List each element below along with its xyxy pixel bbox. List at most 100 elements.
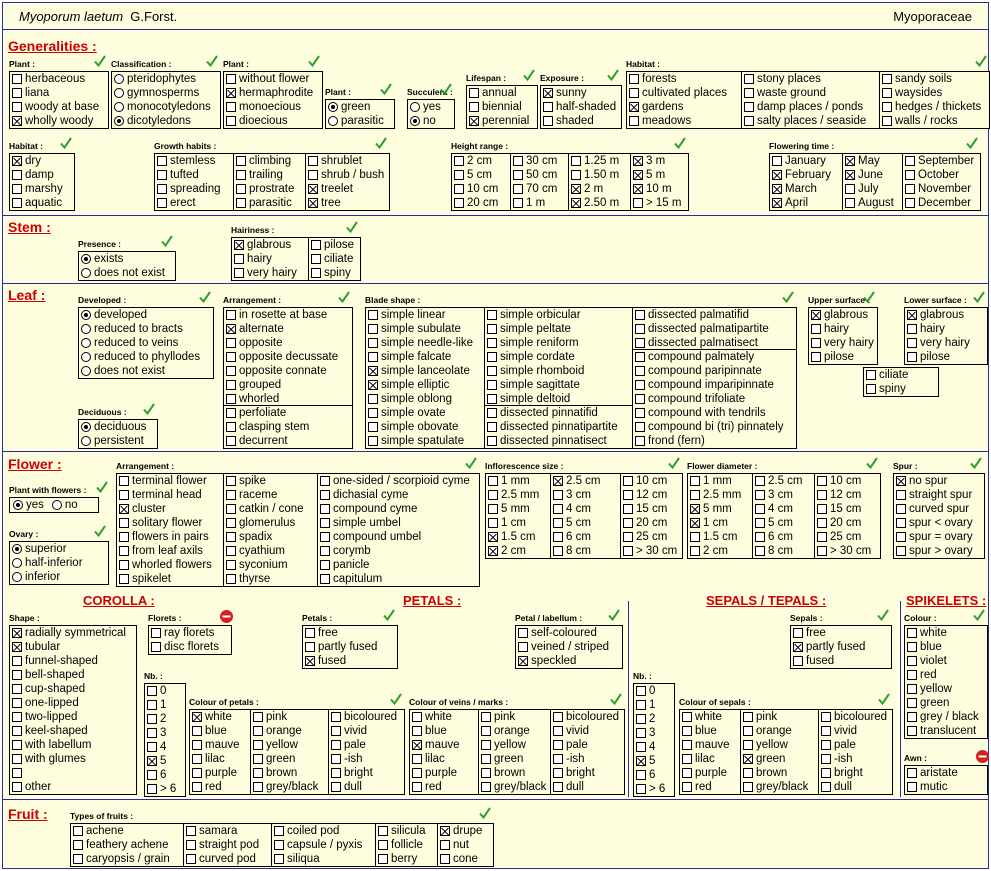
option-compound-paripinnate[interactable]: compound paripinnate bbox=[633, 364, 796, 378]
option-ish[interactable]: -ish bbox=[329, 752, 404, 766]
checkbox-control[interactable] bbox=[690, 532, 700, 542]
option-red[interactable]: red bbox=[190, 780, 250, 794]
checkbox-control[interactable] bbox=[553, 490, 563, 500]
checkbox-control[interactable] bbox=[226, 393, 236, 404]
checkbox-control[interactable] bbox=[253, 782, 263, 792]
option-lilac[interactable]: lilac bbox=[190, 752, 250, 766]
option-perennial[interactable]: perennial bbox=[467, 114, 537, 128]
radio-control[interactable] bbox=[81, 436, 91, 446]
option-1-cm[interactable]: 1 cm bbox=[688, 516, 752, 530]
option-inferior[interactable]: inferior bbox=[10, 570, 108, 584]
checkbox-control[interactable] bbox=[119, 546, 129, 556]
option-damp-places-ponds[interactable]: damp places / ponds bbox=[742, 100, 879, 114]
option-green[interactable]: green bbox=[326, 100, 394, 114]
checkbox-control[interactable] bbox=[543, 102, 553, 112]
option-woody-at-base[interactable]: woody at base bbox=[10, 100, 108, 114]
checkbox-control[interactable] bbox=[755, 490, 765, 500]
checkbox-control[interactable] bbox=[682, 726, 692, 736]
option-2-5-cm[interactable]: 2.5 cm bbox=[551, 474, 620, 488]
checkbox-control[interactable] bbox=[518, 642, 528, 652]
checkbox-control[interactable] bbox=[331, 726, 341, 736]
option-red[interactable]: red bbox=[410, 780, 478, 794]
option-ish[interactable]: -ish bbox=[551, 752, 624, 766]
option-brown[interactable]: brown bbox=[479, 766, 550, 780]
checkbox-control[interactable] bbox=[553, 546, 563, 556]
option-bicoloured[interactable]: bicoloured bbox=[551, 710, 624, 724]
checkbox-control[interactable] bbox=[412, 712, 422, 722]
option-white[interactable]: white bbox=[680, 710, 740, 724]
checkbox-control[interactable] bbox=[320, 574, 330, 584]
checkbox-control[interactable] bbox=[192, 782, 202, 792]
checkbox-control[interactable] bbox=[633, 198, 643, 208]
option-feathery-achene[interactable]: feathery achene bbox=[71, 838, 183, 852]
checkbox-control[interactable] bbox=[151, 642, 161, 652]
option-simple-obovate[interactable]: simple obovate bbox=[366, 420, 484, 434]
option-dissected-palmatifid[interactable]: dissected palmatifid bbox=[633, 308, 796, 322]
checkbox-control[interactable] bbox=[119, 518, 129, 528]
flowers-no-radio[interactable]: no bbox=[51, 499, 78, 511]
option-corymb[interactable]: corymb bbox=[318, 544, 479, 558]
checkbox-control[interactable] bbox=[192, 754, 202, 764]
checkbox-control[interactable] bbox=[368, 366, 378, 376]
option-4[interactable]: 4 bbox=[634, 740, 674, 754]
option-red[interactable]: red bbox=[680, 780, 740, 794]
checkbox-control[interactable] bbox=[12, 198, 22, 208]
option-flowers-in-pairs[interactable]: flowers in pairs bbox=[117, 530, 223, 544]
option-capitulum[interactable]: capitulum bbox=[318, 572, 479, 586]
option-simple-elliptic[interactable]: simple elliptic bbox=[366, 378, 484, 392]
option-pale[interactable]: pale bbox=[819, 738, 892, 752]
checkbox-control[interactable] bbox=[907, 768, 917, 778]
option-spiny[interactable]: spiny bbox=[309, 266, 360, 280]
radio-control[interactable] bbox=[114, 74, 124, 84]
checkbox-control[interactable] bbox=[469, 116, 479, 126]
option-dissected-pinnatipartite[interactable]: dissected pinnatipartite bbox=[485, 420, 632, 434]
checkbox-control[interactable] bbox=[907, 726, 917, 736]
option-prostrate[interactable]: prostrate bbox=[234, 182, 305, 196]
option-simple-orbicular[interactable]: simple orbicular bbox=[485, 308, 632, 322]
checkbox-control[interactable] bbox=[907, 310, 917, 320]
checkbox-control[interactable] bbox=[488, 476, 498, 486]
option-hermaphrodite[interactable]: hermaphrodite bbox=[224, 86, 322, 100]
option-dry[interactable]: dry bbox=[10, 154, 74, 168]
option-one-sided-scorpioid-cyme[interactable]: one-sided / scorpioid cyme bbox=[318, 474, 479, 488]
checkbox-control[interactable] bbox=[907, 628, 917, 638]
option-climbing[interactable]: climbing bbox=[234, 154, 305, 168]
checkbox-control[interactable] bbox=[772, 198, 782, 208]
option-bright[interactable]: bright bbox=[819, 766, 892, 780]
option-parasitic[interactable]: parasitic bbox=[234, 196, 305, 210]
option-5-cm[interactable]: 5 cm bbox=[452, 168, 510, 182]
checkbox-control[interactable] bbox=[226, 88, 236, 98]
option-purple[interactable]: purple bbox=[410, 766, 478, 780]
option-silicula[interactable]: silicula bbox=[376, 824, 437, 838]
checkbox-control[interactable] bbox=[305, 656, 315, 666]
checkbox-control[interactable] bbox=[119, 574, 129, 584]
checkbox-control[interactable] bbox=[553, 740, 563, 750]
option-speckled[interactable]: speckled bbox=[516, 654, 622, 668]
option-disc-florets[interactable]: disc florets bbox=[149, 640, 231, 654]
option-superior[interactable]: superior bbox=[10, 542, 108, 556]
checkbox-control[interactable] bbox=[772, 156, 782, 166]
option-in-rosette-at-base[interactable]: in rosette at base bbox=[224, 308, 352, 322]
checkbox-control[interactable] bbox=[553, 754, 563, 764]
option-decurrent[interactable]: decurrent bbox=[224, 434, 352, 448]
radio-control[interactable] bbox=[328, 102, 338, 112]
option-simple-needle-like[interactable]: simple needle-like bbox=[366, 336, 484, 350]
checkbox-control[interactable] bbox=[378, 854, 388, 864]
option-keel-shaped[interactable]: keel-shaped bbox=[10, 724, 136, 738]
checkbox-control[interactable] bbox=[907, 352, 917, 362]
option-3[interactable]: 3 bbox=[634, 726, 674, 740]
checkbox-control[interactable] bbox=[905, 198, 915, 208]
checkbox-control[interactable] bbox=[147, 756, 157, 766]
checkbox-control[interactable] bbox=[866, 384, 876, 394]
option-terminal-head[interactable]: terminal head bbox=[117, 488, 223, 502]
option-dull[interactable]: dull bbox=[819, 780, 892, 794]
checkbox-control[interactable] bbox=[743, 754, 753, 764]
checkbox-control[interactable] bbox=[12, 754, 22, 764]
option-february[interactable]: February bbox=[770, 168, 842, 182]
option-blue[interactable]: blue bbox=[680, 724, 740, 738]
option-march[interactable]: March bbox=[770, 182, 842, 196]
option-red[interactable]: red bbox=[905, 668, 987, 682]
checkbox-control[interactable] bbox=[469, 88, 479, 98]
option-20-cm[interactable]: 20 cm bbox=[621, 516, 682, 530]
checkbox-control[interactable] bbox=[226, 116, 236, 126]
